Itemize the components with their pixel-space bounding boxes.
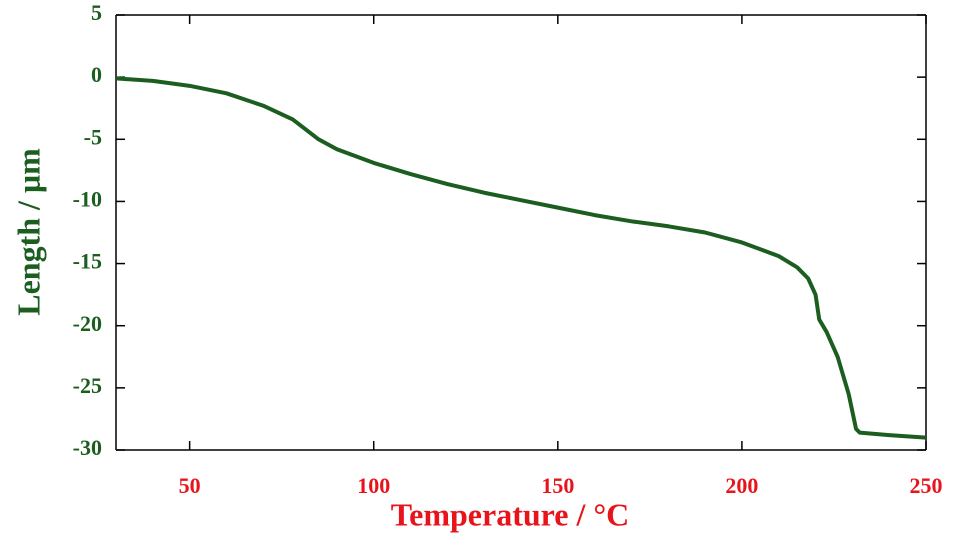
data-line xyxy=(115,76,927,440)
y-axis-label: Length / μm xyxy=(10,148,46,316)
y-tick-label: -30 xyxy=(73,435,102,460)
x-tick-label: 50 xyxy=(179,473,201,498)
y-tick-label: -10 xyxy=(73,186,102,211)
y-tick-label: -5 xyxy=(84,124,102,149)
x-tick-label: 150 xyxy=(541,473,574,498)
y-tick-label: 0 xyxy=(91,62,102,87)
y-tick-label: -25 xyxy=(73,373,102,398)
x-tick-label: 100 xyxy=(357,473,390,498)
x-tick-label: 200 xyxy=(725,473,758,498)
x-axis-label: Temperature / °C xyxy=(391,496,630,532)
plot-frame xyxy=(115,14,927,451)
x-tick-label: 250 xyxy=(910,473,943,498)
y-tick-label: 5 xyxy=(91,0,102,25)
y-tick-label: -15 xyxy=(73,249,102,274)
y-tick-label: -20 xyxy=(73,311,102,336)
